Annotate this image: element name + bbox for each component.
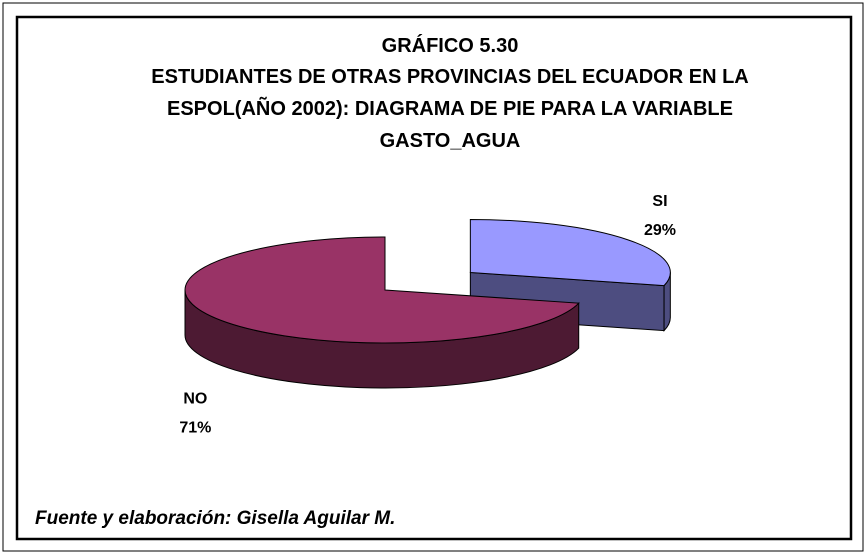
source-note: Fuente y elaboración: Gisella Aguilar M. (35, 508, 395, 529)
chart-title: GASTO_AGUA (380, 130, 521, 152)
slice-label: SI (652, 193, 667, 210)
chart-title: GRÁFICO 5.30 (382, 34, 519, 57)
chart-title: ESTUDIANTES DE OTRAS PROVINCIAS DEL ECUA… (151, 66, 748, 88)
slice-label: NO (183, 390, 207, 407)
slice (469, 218, 671, 287)
value-label: 29% (644, 222, 676, 239)
chart-frame (15, 15, 853, 541)
slice (184, 236, 580, 344)
value-label: 71% (179, 419, 211, 436)
chart-title: ESPOL(AÑO 2002): DIAGRAMA DE PIE PARA LA… (167, 97, 733, 120)
